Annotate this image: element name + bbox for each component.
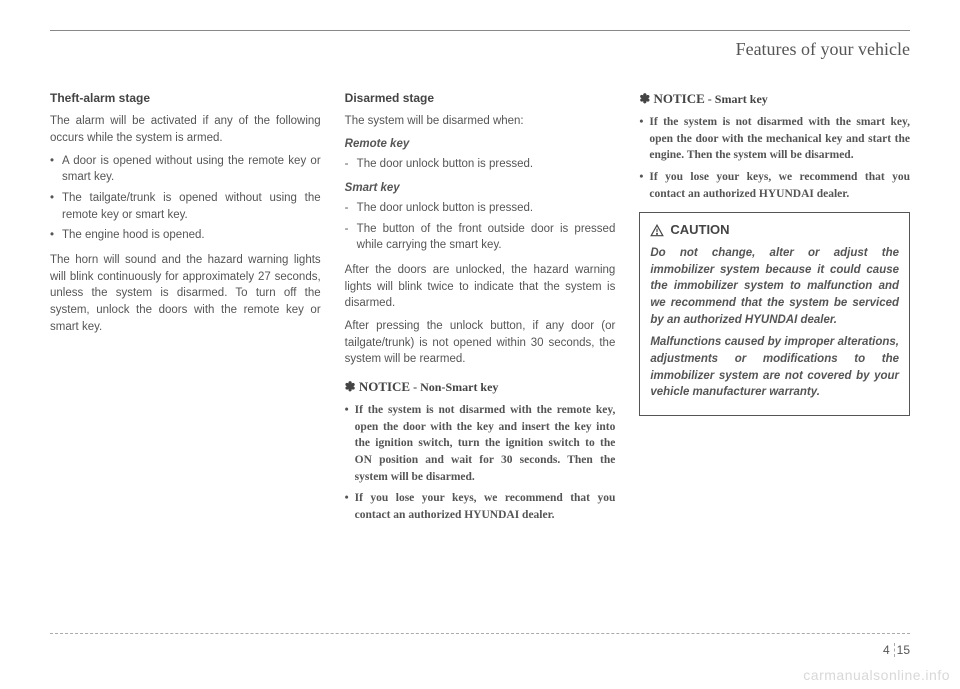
caution-box: CAUTION Do not change, alter or adjust t… — [639, 212, 910, 416]
list-item: If the system is not disarmed with the r… — [345, 402, 616, 485]
column-2: Disarmed stage The system will be disarm… — [345, 90, 616, 529]
theft-alarm-intro: The alarm will be activated if any of th… — [50, 113, 321, 146]
column-3: ✽ NOTICE - Smart key If the system is no… — [639, 90, 910, 529]
page-number: 415 — [883, 643, 910, 657]
footer-rule — [50, 633, 910, 634]
remote-key-list: The door unlock button is pressed. — [345, 156, 616, 173]
disarmed-para2: After pressing the unlock button, if any… — [345, 318, 616, 368]
caution-label: CAUTION — [670, 221, 729, 240]
watermark: carmanualsonline.info — [803, 667, 950, 683]
disarmed-intro: The system will be disarmed when: — [345, 113, 616, 130]
content-columns: Theft-alarm stage The alarm will be acti… — [50, 90, 910, 529]
list-item: If the system is not disarmed with the s… — [639, 114, 910, 164]
list-item: The engine hood is opened. — [50, 227, 321, 244]
header-title: Features of your vehicle — [50, 39, 910, 60]
notice-smart-heading: ✽ NOTICE - Smart key — [639, 90, 910, 109]
disarmed-heading: Disarmed stage — [345, 90, 616, 107]
warning-icon — [650, 224, 664, 238]
notice-prefix: ✽ NOTICE — [639, 91, 704, 106]
notice-prefix: ✽ NOTICE — [345, 379, 410, 394]
caution-p2: Malfunctions caused by improper alterati… — [650, 334, 899, 401]
theft-alarm-bullets: A door is opened without using the remot… — [50, 153, 321, 244]
section-number: 4 — [883, 643, 895, 657]
notice-smart-list: If the system is not disarmed with the s… — [639, 114, 910, 202]
list-item: The tailgate/trunk is opened without usi… — [50, 190, 321, 223]
smart-key-list: The door unlock button is pressed. The b… — [345, 200, 616, 254]
header-rule — [50, 30, 910, 31]
list-item: A door is opened without using the remot… — [50, 153, 321, 186]
notice-nonsmart-list: If the system is not disarmed with the r… — [345, 402, 616, 524]
list-item: If you lose your keys, we recommend that… — [345, 490, 616, 523]
page-num: 15 — [897, 643, 910, 657]
list-item: The door unlock button is pressed. — [345, 156, 616, 173]
notice-suffix: - Non-Smart key — [410, 380, 498, 394]
theft-alarm-para: The horn will sound and the hazard warni… — [50, 252, 321, 335]
list-item: The door unlock button is pressed. — [345, 200, 616, 217]
list-item: The button of the front outside door is … — [345, 221, 616, 254]
remote-key-label: Remote key — [345, 136, 616, 153]
smart-key-label: Smart key — [345, 180, 616, 197]
caution-heading: CAUTION — [650, 221, 899, 240]
column-1: Theft-alarm stage The alarm will be acti… — [50, 90, 321, 529]
caution-p1: Do not change, alter or adjust the immob… — [650, 245, 899, 328]
notice-nonsmart-heading: ✽ NOTICE - Non-Smart key — [345, 378, 616, 397]
list-item: If you lose your keys, we recommend that… — [639, 169, 910, 202]
notice-suffix: - Smart key — [705, 92, 768, 106]
disarmed-para1: After the doors are unlocked, the hazard… — [345, 262, 616, 312]
theft-alarm-heading: Theft-alarm stage — [50, 90, 321, 107]
